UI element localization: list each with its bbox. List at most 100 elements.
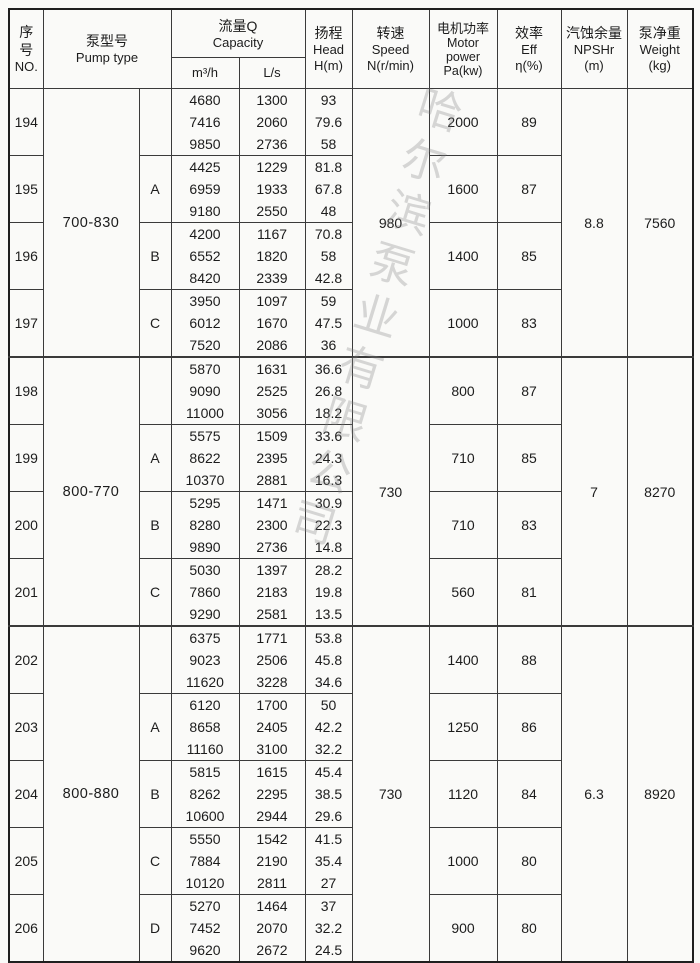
cell-npshr: 7: [560, 356, 628, 627]
table-row: 201 C 5030 7860 9290 1397 2183 2581 28.2 19.8 13.5…: [8, 558, 693, 627]
table-row: 195 A 4425 6959 9180 1229 1933 2550 81.8 67.8 48 16…: [8, 155, 693, 223]
header-motor-unit: Pa(kw): [443, 63, 483, 78]
cell-capacity-ls-line: 2395: [256, 450, 288, 466]
cell-head: 41.5 35.4 27: [304, 827, 353, 895]
header-weight-cn: 泵净重: [638, 25, 681, 41]
cell-capacity-m3h-line: 9890: [189, 539, 221, 555]
cell-head: 59 47.5 36: [304, 289, 353, 358]
cell-capacity-m3h-line: 8622: [189, 450, 221, 466]
cell-capacity-ls-line: 1615: [256, 764, 288, 780]
cell-capacity-ls-line: 2736: [256, 539, 288, 555]
cell-capacity-m3h: 4680 7416 9850: [170, 88, 240, 156]
cell-capacity-m3h-line: 9023: [189, 652, 221, 668]
cell-no: 202: [8, 625, 44, 694]
cell-capacity-ls-line: 1700: [256, 697, 288, 713]
cell-capacity-ls-line: 2881: [256, 472, 288, 488]
cell-capacity-m3h-line: 9850: [189, 136, 221, 152]
table-row: 196 B 4200 6552 8420 1167 1820 2339 70.8 58 42.8 14…: [8, 222, 693, 290]
cell-capacity-ls: 1509 2395 2881: [238, 424, 306, 492]
cell-eff: 88: [496, 625, 562, 694]
header-cell-npshr: 汽蚀余量 NPSHr (m): [560, 8, 628, 89]
cell-capacity-m3h-line: 5295: [189, 495, 221, 511]
cell-capacity-ls-line: 1509: [256, 428, 288, 444]
cell-head: 50 42.2 32.2: [304, 693, 353, 761]
cell-head-line: 29.6: [314, 808, 343, 824]
cell-capacity-ls-line: 2183: [256, 584, 288, 600]
cell-capacity-m3h: 6120 8658 11160: [170, 693, 240, 761]
cell-capacity-ls-line: 2086: [256, 337, 288, 353]
header-head-cn: 扬程: [314, 25, 343, 41]
cell-capacity-m3h: 5870 9090 11000: [170, 356, 240, 425]
cell-head-line: 42.8: [314, 270, 343, 286]
cell-motor-power: 1600: [428, 155, 498, 223]
cell-eff: 80: [496, 827, 562, 895]
cell-eff: 84: [496, 760, 562, 828]
cell-eff: 83: [496, 289, 562, 358]
cell-head-line: 45.8: [314, 652, 343, 668]
cell-head-line: 70.8: [314, 226, 343, 242]
cell-capacity-m3h-line: 7520: [189, 337, 221, 353]
cell-head-line: 50: [320, 697, 337, 713]
cell-head-line: 24.3: [314, 450, 343, 466]
cell-head-line: 45.4: [314, 764, 343, 780]
cell-speed: 980: [351, 88, 430, 358]
cell-eff: 81: [496, 558, 562, 627]
cell-capacity-m3h-line: 8262: [189, 786, 221, 802]
cell-variant: [138, 356, 172, 425]
cell-capacity-ls: 1471 2300 2736: [238, 491, 306, 559]
cell-head-line: 34.6: [314, 674, 343, 690]
cell-capacity-ls-line: 2405: [256, 719, 288, 735]
cell-motor-power: 1400: [428, 222, 498, 290]
header-cell-head: 扬程 Head H(m): [304, 8, 353, 89]
cell-capacity-m3h: 4200 6552 8420: [170, 222, 240, 290]
cell-motor-power: 1120: [428, 760, 498, 828]
cell-capacity-ls-line: 3100: [256, 741, 288, 757]
header-unit-m3h-label: m³/h: [192, 65, 218, 80]
cell-capacity-ls: 1700 2405 3100: [238, 693, 306, 761]
cell-head-line: 27: [320, 875, 337, 891]
cell-weight: 8270: [626, 356, 694, 627]
cell-variant: [138, 625, 172, 694]
cell-capacity-m3h: 5550 7884 10120: [170, 827, 240, 895]
cell-capacity-ls-line: 2070: [256, 920, 288, 936]
cell-eff: 83: [496, 491, 562, 559]
cell-capacity-m3h-line: 9090: [189, 383, 221, 399]
header-capacity-en: Capacity: [212, 34, 264, 50]
header-eff-cn: 效率: [515, 25, 543, 41]
cell-head-line: 19.8: [314, 584, 343, 600]
cell-capacity-ls-line: 2944: [256, 808, 288, 824]
header-speed-cn: 转速: [376, 25, 405, 41]
cell-head-line: 81.8: [314, 159, 343, 175]
header-pump-type-en: Pump type: [75, 50, 139, 65]
header-weight-unit: (kg): [648, 58, 671, 73]
cell-capacity-ls-line: 1820: [256, 248, 288, 264]
cell-head-line: 35.4: [314, 853, 343, 869]
cell-capacity-m3h-line: 9290: [189, 606, 221, 622]
cell-variant: B: [138, 491, 172, 559]
cell-pump-type: 800-880: [42, 625, 140, 963]
cell-head-line: 59: [320, 293, 337, 309]
header-cell-unit-m3h: m³/h: [170, 57, 240, 89]
cell-no: 201: [8, 558, 44, 627]
cell-head: 81.8 67.8 48: [304, 155, 353, 223]
cell-head-line: 38.5: [314, 786, 343, 802]
cell-head-line: 36.6: [314, 361, 343, 377]
cell-capacity-ls: 1542 2190 2811: [238, 827, 306, 895]
header-cell-capacity: 流量Q Capacity: [170, 8, 306, 58]
cell-head-line: 79.6: [314, 114, 343, 130]
cell-capacity-m3h-line: 4680: [189, 92, 221, 108]
cell-eff: 87: [496, 356, 562, 425]
header-cell-motor-power: 电机功率 Motor power Pa(kw): [428, 8, 498, 89]
cell-variant: [138, 88, 172, 156]
cell-motor-power: 1000: [428, 827, 498, 895]
cell-head-line: 48: [320, 203, 337, 219]
cell-head-line: 37: [320, 898, 337, 914]
cell-capacity-ls: 1229 1933 2550: [238, 155, 306, 223]
cell-motor-power: 900: [428, 894, 498, 963]
cell-capacity-m3h-line: 5815: [189, 764, 221, 780]
table-row: 202 800-880 6375 9023 11620 1771 2506 3228 53.8 4…: [8, 625, 694, 963]
cell-capacity-m3h: 5575 8622 10370: [170, 424, 240, 492]
header-npshr-en: NPSHr: [573, 42, 615, 57]
header-npshr-cn: 汽蚀余量: [566, 25, 622, 41]
cell-capacity-ls-line: 2339: [256, 270, 288, 286]
